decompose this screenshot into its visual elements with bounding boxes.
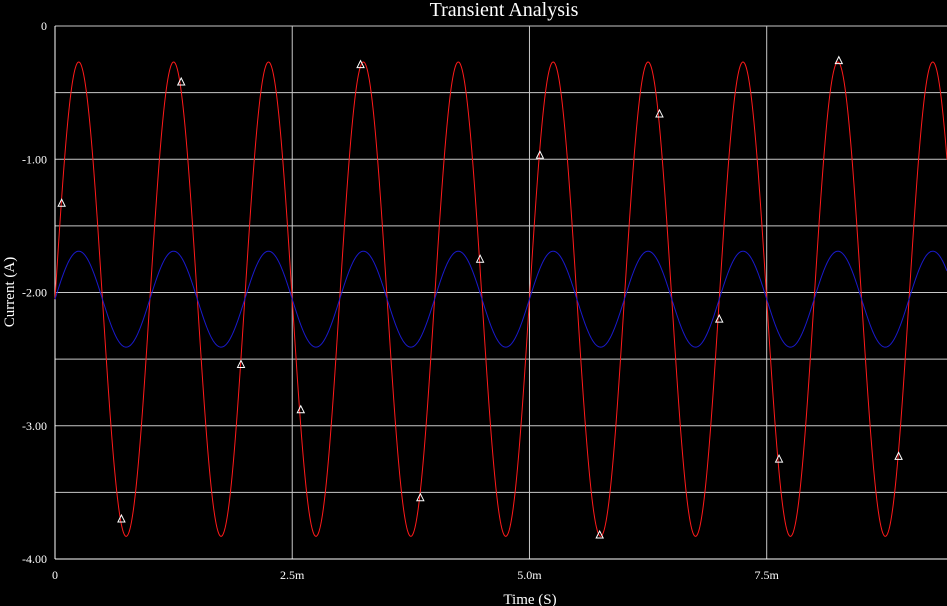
chart-title: Transient Analysis: [430, 0, 579, 21]
data-marker: [834, 55, 844, 65]
data-marker: [655, 108, 664, 118]
y-axis-label: Current (A): [2, 257, 18, 327]
data-marker: [475, 254, 485, 263]
data-marker: [296, 404, 306, 414]
data-marker: [714, 314, 724, 323]
y-tick-label: -4.00: [22, 552, 47, 566]
data-marker: [356, 59, 365, 69]
x-tick-label: 7.5m: [755, 568, 780, 582]
data-marker: [176, 76, 186, 86]
x-axis-label: Time (S): [503, 592, 556, 606]
y-tick-label: -3.00: [22, 419, 47, 433]
data-marker: [57, 198, 66, 207]
data-marker: [535, 150, 545, 159]
tick-labels: 0 2.5m 5.0m 7.5m 0 -1.00 -2.00 -3.00 -4.00: [22, 19, 780, 582]
x-tick-label: 0: [52, 568, 58, 582]
plot-area: [54, 55, 947, 539]
data-marker: [236, 359, 246, 368]
y-tick-label: -1.00: [22, 152, 47, 166]
data-marker: [416, 492, 425, 502]
series-line-2: [54, 250, 947, 348]
data-marker: [774, 453, 784, 463]
data-marker: [595, 529, 604, 539]
x-tick-label: 5.0m: [517, 568, 542, 582]
x-tick-label: 2.5m: [280, 568, 305, 582]
data-marker: [117, 513, 126, 523]
y-tick-label: -2.00: [22, 286, 47, 300]
y-tick-label: 0: [41, 19, 47, 33]
data-marker: [894, 451, 903, 460]
series-line-1: [54, 61, 947, 537]
